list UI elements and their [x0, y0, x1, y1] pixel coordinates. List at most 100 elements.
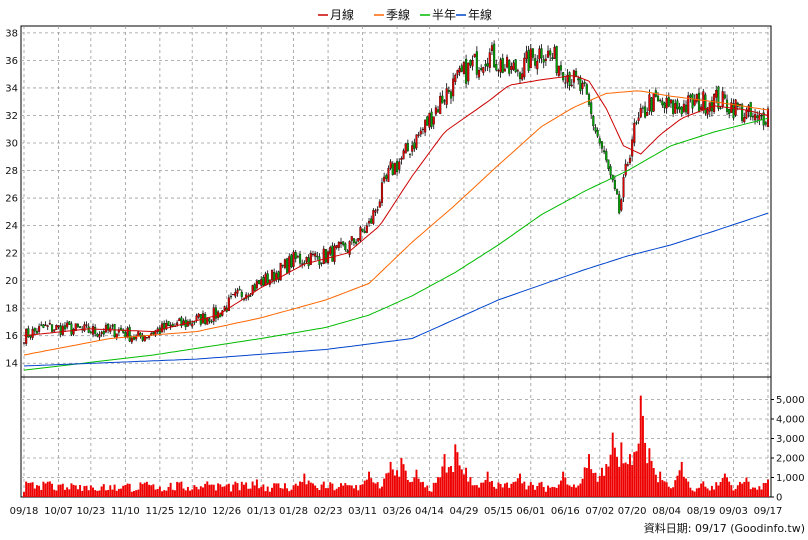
volume-bar — [122, 485, 125, 497]
price-tick-label: 36 — [5, 56, 18, 67]
candle-body — [70, 323, 73, 335]
candle-body — [100, 332, 103, 334]
volume-bar — [372, 482, 375, 497]
volume-bar — [31, 482, 34, 497]
candle-body — [262, 277, 265, 286]
volume-bar — [197, 489, 200, 497]
candle-body — [393, 162, 396, 175]
candle-body — [725, 99, 729, 112]
volume-bar — [227, 483, 230, 497]
volume-bar — [195, 486, 198, 497]
candle-body — [25, 328, 28, 344]
volume-bar — [432, 482, 435, 497]
volume-bar — [98, 490, 101, 497]
volume-bar — [475, 485, 478, 497]
candle-body — [555, 45, 558, 74]
candle-body — [434, 107, 437, 115]
candle-body — [669, 99, 673, 104]
volume-bar — [443, 454, 446, 497]
candle-body — [719, 107, 722, 109]
volume-bar — [137, 489, 140, 497]
candle-body — [76, 324, 79, 328]
volume-bar — [641, 415, 644, 497]
volume-bar — [650, 460, 653, 497]
candle-body — [50, 324, 54, 332]
volume-bar — [741, 483, 744, 497]
volume-bar — [551, 486, 554, 497]
volume-bar — [206, 481, 209, 497]
volume-bar — [329, 482, 332, 497]
volume-bar — [637, 443, 640, 497]
candle-body — [197, 313, 200, 318]
candle-body — [475, 51, 478, 75]
candle-body — [678, 106, 681, 110]
volume-bar — [212, 484, 215, 497]
candle-body — [575, 70, 578, 78]
candle-body — [728, 108, 731, 115]
x-tick-label: 08/04 — [652, 506, 681, 517]
candle-body — [35, 330, 38, 334]
candle-body — [631, 139, 634, 157]
volume-bar — [322, 481, 325, 497]
volume-bar — [516, 478, 519, 497]
volume-bar — [758, 486, 761, 497]
volume-bar — [204, 483, 207, 497]
volume-bar — [290, 489, 293, 497]
candle-body — [691, 93, 694, 109]
candle-body — [497, 70, 500, 72]
candle-body — [385, 175, 388, 179]
x-tick-label: 02/23 — [314, 506, 343, 517]
candle-body — [689, 94, 692, 98]
volume-bar — [202, 487, 204, 497]
candle-body — [754, 114, 757, 121]
candle-body — [641, 107, 644, 109]
candle-body — [359, 227, 362, 241]
volume-bar — [255, 479, 258, 497]
volume-bar — [303, 473, 306, 497]
volume-bar — [25, 481, 28, 497]
candle-body — [253, 284, 256, 291]
volume-bar — [581, 478, 584, 497]
candle-body — [605, 151, 608, 161]
candle-body — [411, 145, 414, 152]
volume-bar — [754, 487, 757, 497]
candle-body — [568, 72, 571, 87]
candle-body — [400, 158, 403, 160]
volume-bar — [316, 488, 319, 497]
candle-body — [83, 324, 86, 332]
volume-bar — [445, 472, 448, 497]
candle-body — [167, 320, 170, 326]
volume-bar — [575, 487, 578, 497]
x-tick-label: 10/23 — [76, 506, 105, 517]
volume-bar — [538, 482, 541, 497]
volume-bar — [544, 491, 547, 497]
volume-bar — [331, 483, 334, 497]
candle-body — [63, 325, 67, 330]
volume-bar — [286, 488, 289, 497]
volume-bar — [247, 488, 250, 497]
candle-body — [424, 119, 427, 133]
volume-bar — [96, 490, 99, 497]
candle-body — [721, 91, 724, 107]
volume-bar — [577, 485, 580, 497]
candle-body — [374, 210, 377, 213]
candle-body — [695, 94, 698, 102]
candle-body — [749, 102, 752, 117]
volume-bar — [385, 473, 388, 497]
volume-bar — [618, 466, 621, 497]
volume-bar — [368, 471, 371, 497]
volume-bar — [156, 488, 159, 497]
candle-body — [687, 95, 690, 114]
volume-bar — [730, 485, 733, 497]
candle-body — [415, 134, 418, 149]
legend: 月線 季線 半年 年線 — [318, 7, 492, 22]
volume-bar — [693, 491, 696, 497]
volume-bar — [320, 484, 323, 497]
volume-tick-label: 0 — [776, 493, 782, 504]
x-tick-label: 08/19 — [687, 506, 716, 517]
volume-bar — [275, 483, 278, 497]
candle-body — [430, 111, 433, 127]
candle-body — [667, 97, 670, 107]
volume-bar — [357, 490, 360, 497]
volume-bar — [687, 481, 690, 497]
